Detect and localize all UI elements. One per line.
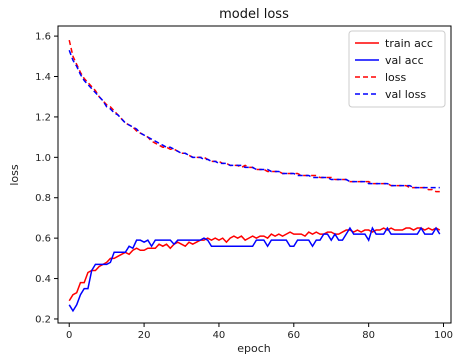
y-tick-label: 0.6: [35, 234, 51, 245]
x-axis: 0 20 40 60 80 100: [66, 323, 453, 341]
y-axis-title: loss: [8, 164, 21, 186]
x-tick-label: 60: [287, 330, 300, 341]
legend: train acc val acc loss val loss: [348, 30, 446, 108]
x-tick-label: 20: [138, 330, 151, 341]
x-tick-label: 80: [362, 330, 375, 341]
series-line-val-loss: [68, 49, 440, 189]
y-tick-label: 1.4: [35, 72, 51, 83]
y-axis: 0.2 0.4 0.6 0.8 1.0 1.2 1.4 1.6: [35, 32, 58, 325]
x-tick-label: 0: [66, 330, 72, 341]
x-tick-label: 40: [213, 330, 226, 341]
y-tick-label: 1.2: [35, 112, 51, 123]
legend-label: val acc: [385, 54, 424, 67]
legend-label: val loss: [385, 88, 426, 101]
plot-area: [68, 39, 441, 313]
y-tick-label: 0.8: [35, 193, 51, 204]
series-line-train-acc: [68, 227, 441, 302]
legend-label: train acc: [385, 37, 433, 50]
y-tick-label: 0.4: [35, 274, 51, 285]
y-tick-label: 1.0: [35, 153, 51, 164]
x-axis-title: epoch: [237, 342, 271, 355]
y-tick-label: 0.2: [35, 314, 51, 325]
plot-frame: [57, 25, 452, 324]
chart-title: model loss: [219, 7, 289, 22]
legend-box: [348, 30, 446, 108]
series-line-val-acc: [68, 226, 441, 313]
x-tick-label: 100: [434, 330, 453, 341]
legend-label: loss: [385, 71, 407, 84]
y-tick-label: 1.6: [35, 32, 51, 43]
